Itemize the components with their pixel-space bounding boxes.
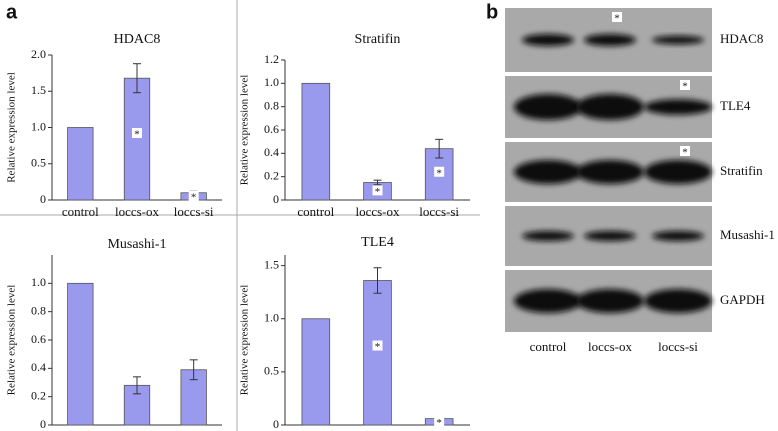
x-tick-label: control bbox=[62, 204, 99, 219]
significance: * bbox=[134, 129, 140, 141]
y-tick-label: 0.2 bbox=[31, 388, 46, 402]
blot-band bbox=[514, 160, 582, 184]
blot-band bbox=[584, 231, 636, 241]
blot-band bbox=[644, 99, 712, 115]
x-tick-label: control bbox=[62, 429, 99, 431]
significance: * bbox=[436, 167, 442, 179]
x-tick-label: control bbox=[297, 429, 334, 431]
star-box bbox=[680, 80, 690, 90]
blot-row-label: Musashi-1 bbox=[720, 227, 775, 242]
blot-band bbox=[584, 34, 636, 46]
y-tick-label: 0.5 bbox=[264, 364, 279, 378]
y-tick-label: 0.2 bbox=[264, 168, 279, 182]
star-box bbox=[188, 191, 199, 202]
x-tick-label: loccs-si bbox=[419, 204, 459, 219]
star-box bbox=[680, 146, 690, 156]
y-tick-label: 1.0 bbox=[31, 275, 46, 289]
star-box bbox=[372, 185, 383, 196]
y-tick-label: 1.2 bbox=[264, 52, 279, 66]
blot-band bbox=[576, 94, 644, 120]
y-tick-label: 0 bbox=[273, 192, 279, 206]
y-tick-label: 1.5 bbox=[264, 257, 279, 271]
panel-label: a bbox=[6, 1, 18, 23]
error-bar bbox=[133, 63, 141, 94]
error-bar bbox=[133, 376, 141, 395]
blot-band bbox=[652, 231, 704, 241]
chart-title: Musashi-1 bbox=[107, 237, 166, 252]
bar bbox=[363, 280, 392, 426]
blot-band bbox=[522, 34, 574, 46]
y-tick-label: 0.6 bbox=[31, 332, 46, 346]
y-axis-label: Relative expression level bbox=[6, 72, 18, 183]
blot-row-label: HDAC8 bbox=[720, 31, 763, 46]
error-bar bbox=[373, 267, 382, 294]
blot-band bbox=[652, 35, 704, 45]
x-tick-label: control bbox=[297, 204, 334, 219]
blot-band bbox=[576, 160, 644, 184]
x-tick-label: loccs-si bbox=[174, 429, 214, 431]
star-box bbox=[434, 166, 445, 177]
x-tick-label: loccs-si bbox=[419, 429, 459, 431]
significance: * bbox=[191, 192, 197, 204]
bar bbox=[301, 82, 331, 201]
y-tick-label: 1.5 bbox=[31, 83, 46, 97]
star-box bbox=[372, 340, 383, 351]
bar bbox=[67, 127, 94, 201]
significance: * bbox=[436, 417, 442, 429]
bar bbox=[301, 318, 331, 426]
y-tick-label: 2.0 bbox=[31, 47, 46, 61]
significance: * bbox=[375, 186, 381, 198]
error-bar bbox=[435, 138, 444, 159]
star-box bbox=[434, 416, 445, 427]
y-tick-label: 0 bbox=[40, 192, 46, 206]
significance: * bbox=[682, 81, 688, 93]
blot-lane-label: loccs-si bbox=[658, 339, 698, 354]
y-tick-label: 0.4 bbox=[264, 145, 279, 159]
chart-title: HDAC8 bbox=[114, 32, 161, 47]
y-tick-label: 1.0 bbox=[31, 119, 46, 133]
x-tick-label: loccs-ox bbox=[355, 204, 400, 219]
blot-band bbox=[644, 289, 712, 313]
chart-title: Stratifin bbox=[355, 32, 401, 47]
y-tick-label: 1.0 bbox=[264, 75, 279, 89]
y-tick-label: 0.5 bbox=[31, 156, 46, 170]
bar bbox=[123, 77, 151, 201]
y-tick-label: 0.6 bbox=[264, 122, 279, 136]
error-bar bbox=[189, 359, 198, 381]
y-tick-label: 0 bbox=[273, 417, 279, 431]
y-tick-label: 0 bbox=[40, 417, 46, 431]
blot-band bbox=[644, 160, 712, 184]
star-box bbox=[132, 128, 142, 139]
x-tick-label: loccs-si bbox=[174, 204, 214, 219]
panel-label: b bbox=[486, 1, 498, 23]
x-tick-label: loccs-ox bbox=[115, 429, 160, 431]
blot-band bbox=[514, 94, 582, 120]
blot-row-label: TLE4 bbox=[720, 98, 751, 113]
y-tick-label: 1.0 bbox=[264, 311, 279, 325]
y-tick-label: 0.8 bbox=[264, 98, 279, 112]
error-bar bbox=[373, 179, 382, 186]
chart-title: TLE4 bbox=[361, 235, 394, 250]
blot-lane-label: control bbox=[530, 339, 567, 354]
star-box bbox=[612, 12, 622, 22]
y-tick-label: 0.8 bbox=[31, 303, 46, 317]
blot-lane-label: loccs-ox bbox=[588, 339, 633, 354]
x-tick-label: loccs-ox bbox=[115, 204, 160, 219]
significance: * bbox=[614, 13, 620, 25]
blot-row-label: Stratifin bbox=[720, 163, 763, 178]
significance: * bbox=[375, 341, 381, 353]
y-axis-label: Relative expression level bbox=[239, 285, 251, 396]
significance: * bbox=[682, 147, 688, 159]
y-axis-label: Relative expression level bbox=[6, 285, 18, 396]
blot-band bbox=[514, 289, 582, 313]
bar bbox=[67, 282, 94, 426]
blot-band bbox=[576, 289, 644, 313]
blot-band bbox=[522, 231, 574, 241]
blot-row-label: GAPDH bbox=[720, 292, 765, 307]
x-tick-label: loccs-ox bbox=[355, 429, 400, 431]
y-tick-label: 0.4 bbox=[31, 360, 46, 374]
y-axis-label: Relative expression level bbox=[239, 75, 251, 186]
